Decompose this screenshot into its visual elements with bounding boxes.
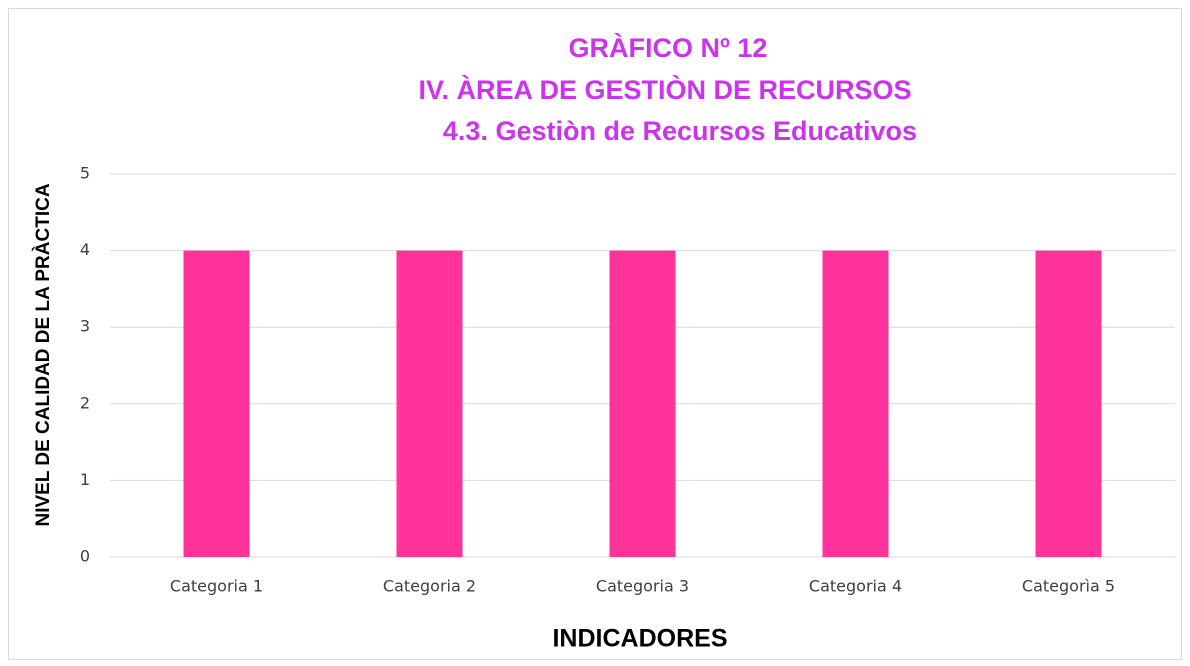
bar	[822, 250, 889, 557]
x-tick-label: Categorìa 5	[1022, 577, 1115, 596]
x-axis-label: INDICADORES	[552, 625, 727, 653]
bar	[183, 250, 250, 557]
bar	[1035, 250, 1102, 557]
y-tick-label: 5	[80, 164, 90, 183]
y-tick-label: 1	[80, 470, 90, 489]
x-tick-label: Categoria 4	[809, 577, 902, 596]
chart-title: GRÀFICO Nº 12	[569, 32, 768, 63]
y-tick-label: 4	[80, 240, 90, 259]
x-tick-label: Categoria 3	[596, 577, 689, 596]
bar	[609, 250, 676, 557]
chart-title: IV. ÀREA DE GESTIÒN DE RECURSOS	[418, 74, 911, 105]
y-axis-label: NIVEL DE CALIDAD DE LA PRÀCTICA	[32, 183, 54, 526]
x-tick-label: Categoria 2	[383, 577, 476, 596]
chart-title: 4.3. Gestiòn de Recursos Educativos	[443, 116, 917, 146]
y-tick-label: 0	[80, 547, 90, 566]
bar	[396, 250, 463, 557]
y-tick-label: 3	[80, 317, 90, 336]
x-tick-label: Categoria 1	[170, 577, 263, 596]
y-tick-label: 2	[80, 393, 90, 412]
